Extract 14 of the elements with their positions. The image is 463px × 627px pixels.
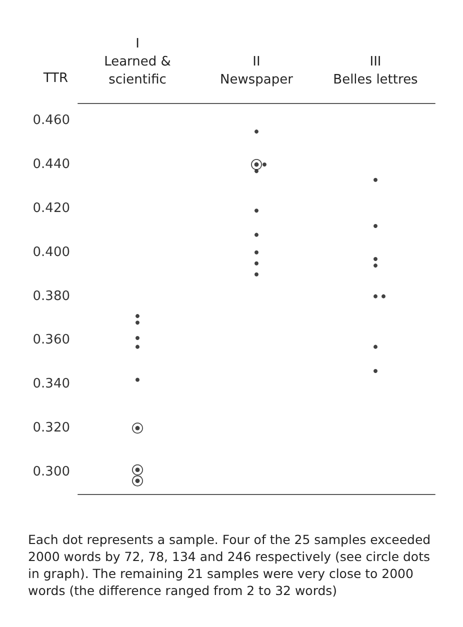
y-axis-title: TTR [42,71,68,86]
y-tick-label: 0.400 [32,244,70,260]
y-tick-label: 0.460 [32,113,70,128]
y-tick-label: 0.380 [32,288,70,304]
y-tick-label: 0.440 [32,157,70,172]
text: Each dot represents a sample. Four of the 25 samples exceeded 2000 words by 72, 78, 134 and 246 respectively (see circle dots in graph). The remaining 21 samples were very close to 2000 words (the difference ranged from 2 to 32 words) [28,532,435,598]
x-tick-label: I Learned & scientific [104,36,171,88]
x-tick-label: II Newspaper [220,54,294,88]
y-tick-label: 0.420 [32,200,70,216]
y-tick-label: 0.360 [32,332,70,348]
x-tick-label: III Belles lettres [333,54,418,88]
y-tick-label: 0.320 [32,420,70,436]
y-tick-label: 0.340 [32,376,70,392]
y-tick-label: 0.300 [32,464,70,480]
